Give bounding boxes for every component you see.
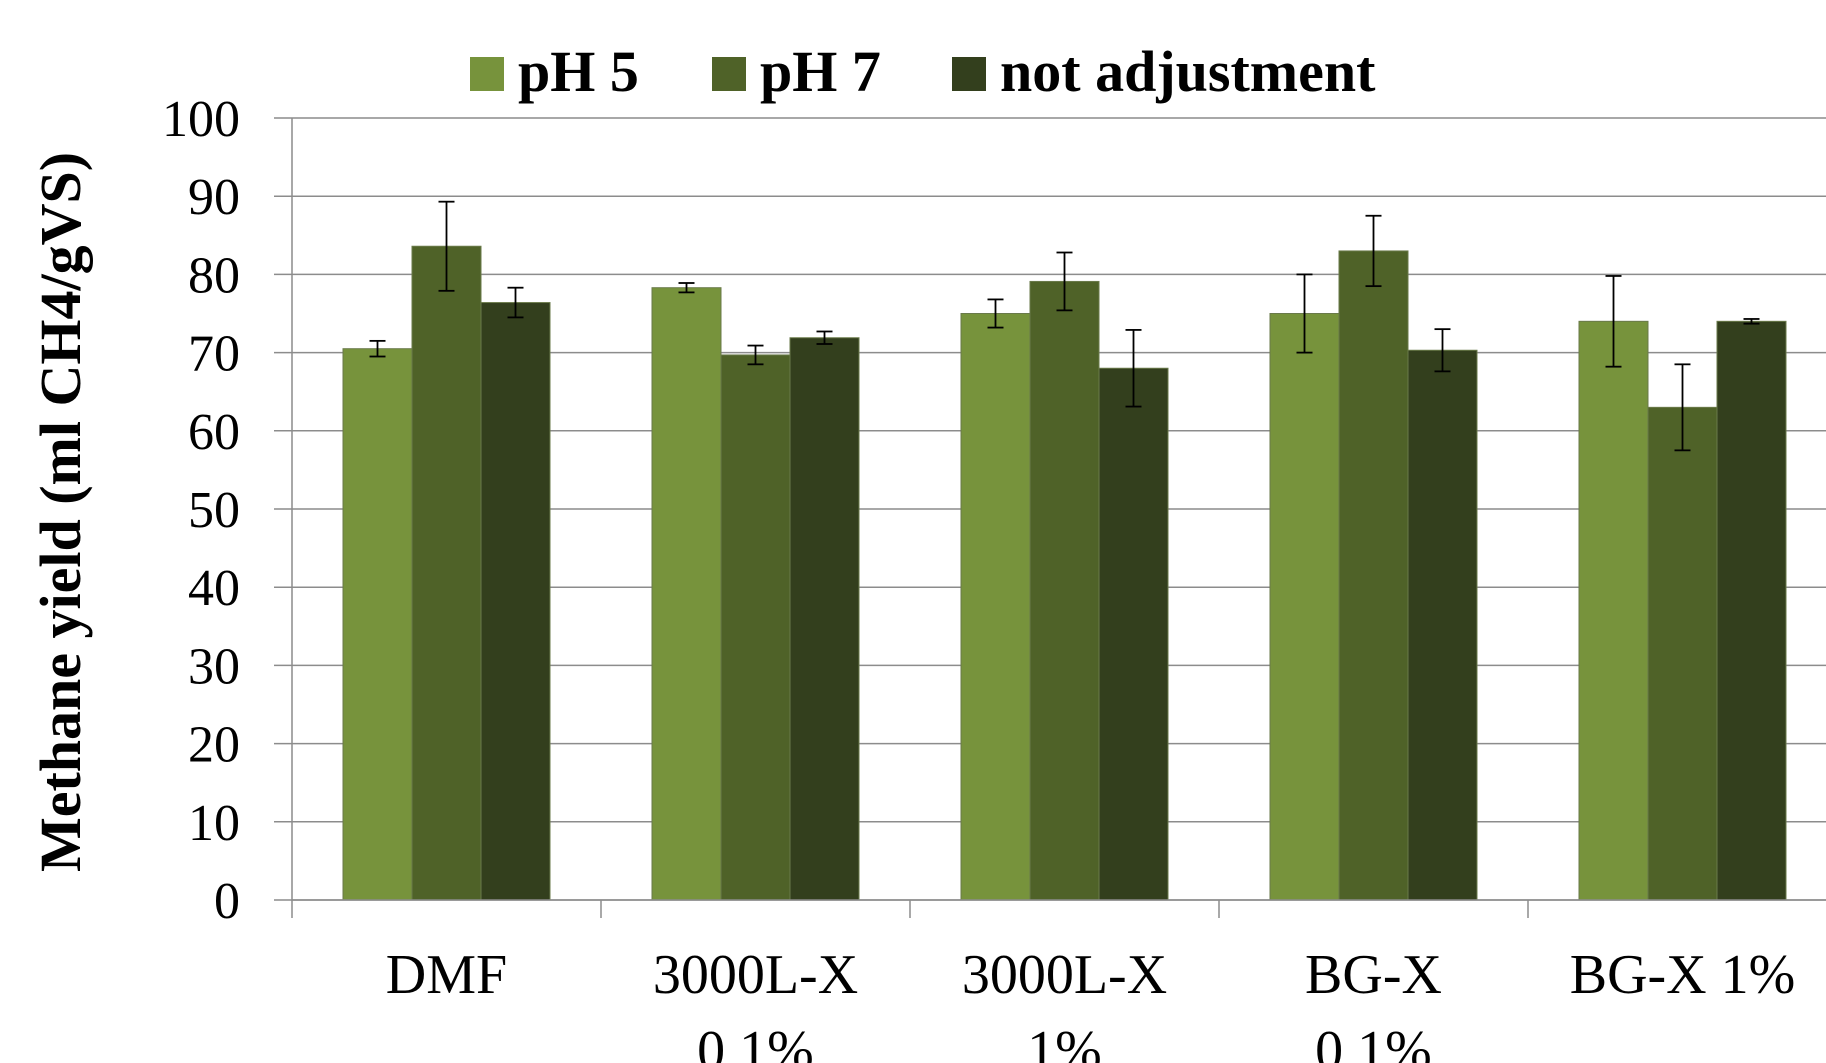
x-category-label-line: 3000L-X (653, 944, 858, 1006)
bar-0-2 (960, 313, 1031, 901)
bar-2-3 (1407, 349, 1478, 901)
x-category-label-line: 0.1% (1315, 1020, 1432, 1063)
bar-2-4 (1716, 320, 1787, 901)
x-category-label-line: BG-X 1% (1570, 944, 1796, 1006)
legend-label: pH 7 (760, 39, 881, 104)
y-tick-label: 40 (188, 560, 240, 617)
x-category-label-line: 1% (1027, 1020, 1102, 1063)
y-tick-labels: 0 10 20 30 40 50 60 70 80 90 100 (162, 91, 240, 930)
x-category-label-line: 3000L-X (962, 944, 1167, 1006)
legend-label: pH 5 (518, 39, 639, 104)
bar-0-1 (651, 287, 722, 901)
x-category-label-line: 0.1% (697, 1020, 814, 1063)
bar-0-3 (1269, 313, 1340, 901)
bar-1-3 (1338, 250, 1409, 901)
bar-2-1 (789, 337, 860, 901)
x-category-label: DMF (386, 944, 507, 1006)
legend[interactable]: pH 5 pH 7 not adjustment (470, 39, 1376, 104)
x-category-label: 3000L-X 1% (962, 944, 1167, 1063)
axes (291, 118, 1826, 918)
y-tick-label: 60 (188, 404, 240, 461)
error-bars (369, 200, 1760, 452)
x-category-label: 3000L-X 0.1% (653, 944, 858, 1063)
y-tick-label: 10 (188, 795, 240, 852)
legend-swatch (952, 57, 986, 91)
bar-1-0 (411, 245, 482, 901)
y-tick-label: 80 (188, 247, 240, 304)
bar-0-0 (342, 348, 413, 901)
bar-0-4 (1578, 320, 1649, 901)
legend-swatch (470, 57, 504, 91)
y-tick-label: 70 (188, 326, 240, 383)
y-tick-label: 20 (188, 717, 240, 774)
bar-1-1 (720, 354, 791, 901)
x-category-label: BG-X 1% (1570, 944, 1796, 1006)
legend-swatch (712, 57, 746, 91)
bar-1-2 (1029, 280, 1100, 901)
y-tick-label: 100 (162, 91, 240, 148)
bar-2-2 (1098, 367, 1169, 901)
legend-label: not adjustment (1000, 39, 1376, 104)
x-category-label: BG-X 0.1% (1305, 944, 1442, 1063)
y-tick-label: 50 (188, 482, 240, 539)
x-category-labels: DMF 3000L-X 0.1% 3000L-X 1% BG-X 0.1% BG-X 1% (386, 944, 1795, 1063)
y-tick-label: 0 (214, 873, 240, 930)
legend-item-2[interactable]: not adjustment (952, 39, 1376, 104)
y-tick-label: 90 (188, 169, 240, 226)
legend-item-0[interactable]: pH 5 (470, 39, 639, 104)
y-axis-label: Methane yield (ml CH4/gVS) (28, 152, 93, 872)
bar-2-0 (480, 302, 551, 901)
legend-item-1[interactable]: pH 7 (712, 39, 881, 104)
bars (342, 245, 1787, 901)
bar-1-4 (1647, 406, 1718, 901)
y-tick-label: 30 (188, 638, 240, 695)
x-category-label-line: BG-X (1305, 944, 1442, 1006)
x-category-label-line: DMF (386, 944, 507, 1006)
